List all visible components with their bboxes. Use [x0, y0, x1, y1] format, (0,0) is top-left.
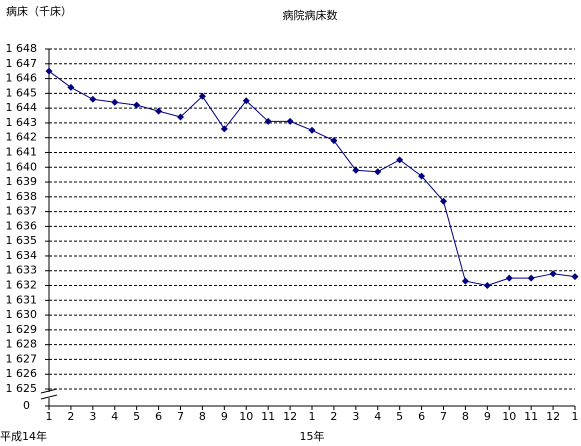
x-tick-label: 9	[221, 410, 228, 423]
y-tick-label: 1 636	[6, 219, 38, 232]
x-tick-label: 2	[67, 410, 74, 423]
y-tick-label: 1 644	[6, 101, 38, 114]
y-tick-label: 1 625	[6, 382, 38, 395]
x-tick-label: 5	[133, 410, 140, 423]
x-tick-label: 4	[374, 410, 381, 423]
x-tick-label: 3	[352, 410, 359, 423]
y-tick-label: 1 639	[6, 175, 38, 188]
marker	[242, 97, 250, 105]
x-tick-label: 11	[261, 410, 275, 423]
y-tick-label: 1 633	[6, 264, 38, 277]
marker	[155, 107, 163, 115]
marker	[45, 67, 53, 75]
x-tick-label: 1	[572, 410, 579, 423]
x-tick-label: 9	[484, 410, 491, 423]
x-tick-label: 12	[546, 410, 560, 423]
x-tick-label: 8	[199, 410, 206, 423]
x-tick-label: 4	[111, 410, 118, 423]
x-tick-label: 11	[524, 410, 538, 423]
y-tick-label: 1 637	[6, 205, 38, 218]
x-tick-label: 10	[502, 410, 516, 423]
y-tick-label: 1 647	[6, 57, 38, 70]
line	[48, 70, 576, 287]
marker	[89, 95, 97, 103]
marker	[177, 113, 184, 121]
marker	[527, 274, 535, 282]
y-tick-label: 1 627	[6, 352, 38, 365]
x-tick-label: 5	[396, 410, 403, 423]
x-tick-label: 3	[89, 410, 96, 423]
y-tick-label: 1 628	[6, 338, 38, 351]
x-tick-label: 6	[418, 410, 425, 423]
y-tick-label: 1 648	[6, 42, 38, 55]
marker	[330, 137, 338, 145]
y-tick-label: 1 634	[6, 249, 38, 262]
x-tick-label: 1	[46, 410, 53, 423]
marker	[198, 92, 206, 100]
marker	[67, 83, 75, 91]
x-group-label: 平成14年	[0, 429, 47, 443]
marker	[505, 274, 513, 282]
y-axis-label: 病床（千床）	[6, 4, 72, 18]
y-tick-label: 1 630	[6, 308, 38, 321]
axis-break	[40, 394, 58, 400]
x-tick-label: 12	[283, 410, 297, 423]
marker	[111, 98, 119, 106]
y-tick-label: 1 641	[6, 145, 38, 158]
marker	[483, 282, 491, 290]
x-tick-label: 10	[239, 410, 253, 423]
x-group-label: 15年	[300, 429, 325, 443]
axis-break	[40, 388, 58, 394]
y-tick-label: 1 645	[6, 86, 38, 99]
marker	[440, 197, 447, 205]
y-tick-label: 1 638	[6, 190, 38, 203]
x-tick-label: 7	[440, 410, 447, 423]
chart-title: 病院病床数	[283, 8, 338, 22]
y-tick-label: 1 632	[6, 279, 38, 292]
y-tick-label: 1 626	[6, 367, 38, 380]
y-tick-label: 1 642	[6, 131, 38, 144]
y-tick-label: 0	[23, 399, 30, 412]
marker	[352, 166, 360, 174]
marker	[308, 126, 316, 134]
y-tick-label: 1 629	[6, 323, 38, 336]
x-tick-label: 8	[462, 410, 469, 423]
x-tick-label: 1	[309, 410, 316, 423]
x-tick-label: 7	[177, 410, 184, 423]
y-tick-label: 1 635	[6, 234, 38, 247]
marker	[286, 117, 294, 125]
marker	[396, 156, 404, 164]
y-tick-label: 1 640	[6, 160, 38, 173]
y-tick-label: 1 631	[6, 293, 38, 306]
marker	[418, 172, 426, 180]
y-tick-label: 1 646	[6, 72, 38, 85]
y-tick-label: 1 643	[6, 116, 38, 129]
x-tick-label: 6	[155, 410, 162, 423]
marker	[374, 168, 382, 176]
marker	[461, 277, 469, 285]
marker	[571, 273, 579, 281]
marker	[264, 117, 272, 125]
marker	[133, 101, 141, 109]
x-tick-label: 2	[330, 410, 337, 423]
marker	[549, 270, 557, 278]
marker	[220, 125, 228, 133]
